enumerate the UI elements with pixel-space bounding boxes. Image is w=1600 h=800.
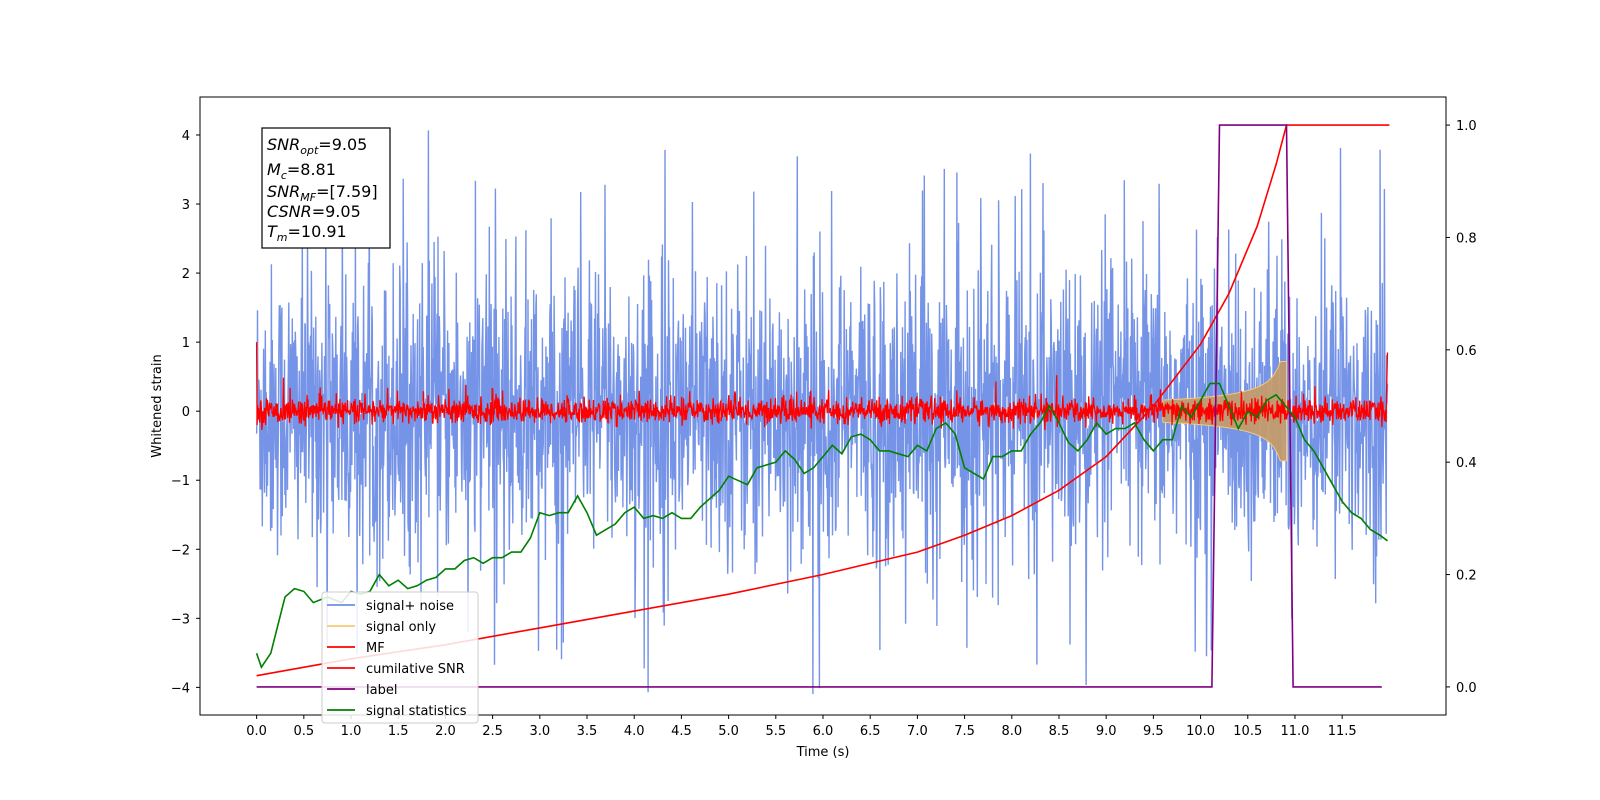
annotation-line-4: CSNR=9.05 xyxy=(267,202,361,221)
x-tick-label: 7.0 xyxy=(907,724,928,739)
x-tick-label: 5.0 xyxy=(718,724,739,739)
series-label xyxy=(256,124,1382,688)
x-tick-label: 3.5 xyxy=(577,724,598,739)
series-cumilative-snr xyxy=(256,124,1390,677)
y-tick-label: 1 xyxy=(182,336,190,351)
x-tick-label: 0.0 xyxy=(246,724,267,739)
x-tick-label: 8.0 xyxy=(1001,724,1022,739)
series-mf xyxy=(255,342,1389,431)
x-tick-label: 0.5 xyxy=(293,724,314,739)
x-tick-label: 10.0 xyxy=(1186,724,1215,739)
y-right-tick-label: 0.8 xyxy=(1456,231,1477,246)
x-axis: 0.0 0.5 1.0 1.5 2.0 2.5 3.0 3.5 4.0 4.5 5.0 5.5 6.0 6… xyxy=(246,715,1357,739)
x-tick-label: 11.0 xyxy=(1280,724,1309,739)
y-axis-right: 0.0 0.2 0.4 0.6 0.8 1.0 xyxy=(1446,119,1477,696)
x-tick-label: 2.5 xyxy=(482,724,503,739)
y-tick-label: 4 xyxy=(182,129,190,144)
annotation-line-2: Mc=8.81 xyxy=(267,160,336,182)
series-signal-only xyxy=(1162,361,1287,462)
series-signal-plus-noise xyxy=(255,130,1389,695)
y-tick-label: 0 xyxy=(182,405,190,420)
x-tick-label: 6.0 xyxy=(813,724,834,739)
y-right-tick-label: 0.4 xyxy=(1456,456,1477,471)
series-signal-statistics xyxy=(255,382,1388,669)
x-tick-label: 4.5 xyxy=(671,724,692,739)
x-tick-label: 2.0 xyxy=(435,724,456,739)
legend-label: signal statistics xyxy=(366,704,467,719)
x-tick-label: 7.5 xyxy=(954,724,975,739)
legend-label: MF xyxy=(366,641,385,656)
x-tick-label: 6.5 xyxy=(860,724,881,739)
x-tick-label: 3.0 xyxy=(529,724,550,739)
annotation-line-3: SNRMF=[7.59] xyxy=(267,182,378,204)
x-tick-label: 9.5 xyxy=(1143,724,1164,739)
x-tick-label: 1.5 xyxy=(388,724,409,739)
x-tick-label: 10.5 xyxy=(1233,724,1262,739)
plot-area xyxy=(255,124,1390,695)
y-tick-label: −3 xyxy=(171,612,190,627)
x-axis-label: Time (s) xyxy=(796,745,850,760)
y-tick-label: 3 xyxy=(182,198,190,213)
annotation-line-1: SNRopt=9.05 xyxy=(267,135,367,157)
y-axis-left: −4 −3 −2 −1 0 1 2 3 4 xyxy=(171,129,200,696)
legend: signal+ noise signal only MF cumilative SNR… xyxy=(321,591,479,724)
x-tick-label: 1.0 xyxy=(341,724,362,739)
x-tick-label: 5.5 xyxy=(765,724,786,739)
y-right-tick-label: 0.0 xyxy=(1456,681,1477,696)
x-tick-label: 4.0 xyxy=(624,724,645,739)
y-right-tick-label: 1.0 xyxy=(1456,119,1477,134)
annotation-box: SNRopt=9.05 Mc=8.81 SNRMF=[7.59] CSNR=9.… xyxy=(261,127,391,249)
y-tick-label: −2 xyxy=(171,543,190,558)
legend-label: signal+ noise xyxy=(366,599,454,614)
annotation-line-5: Tm=10.91 xyxy=(267,222,347,244)
legend-label: cumilative SNR xyxy=(366,662,465,677)
y-axis-label: Whitened strain xyxy=(150,354,165,457)
x-tick-label: 11.5 xyxy=(1328,724,1357,739)
y-tick-label: 2 xyxy=(182,267,190,282)
x-tick-label: 9.0 xyxy=(1096,724,1117,739)
y-right-tick-label: 0.6 xyxy=(1456,344,1477,359)
y-right-tick-label: 0.2 xyxy=(1456,569,1477,584)
x-tick-label: 8.5 xyxy=(1049,724,1070,739)
legend-label: label xyxy=(366,683,397,698)
legend-label: signal only xyxy=(366,620,436,635)
y-tick-label: −4 xyxy=(171,681,190,696)
y-tick-label: −1 xyxy=(171,474,190,489)
